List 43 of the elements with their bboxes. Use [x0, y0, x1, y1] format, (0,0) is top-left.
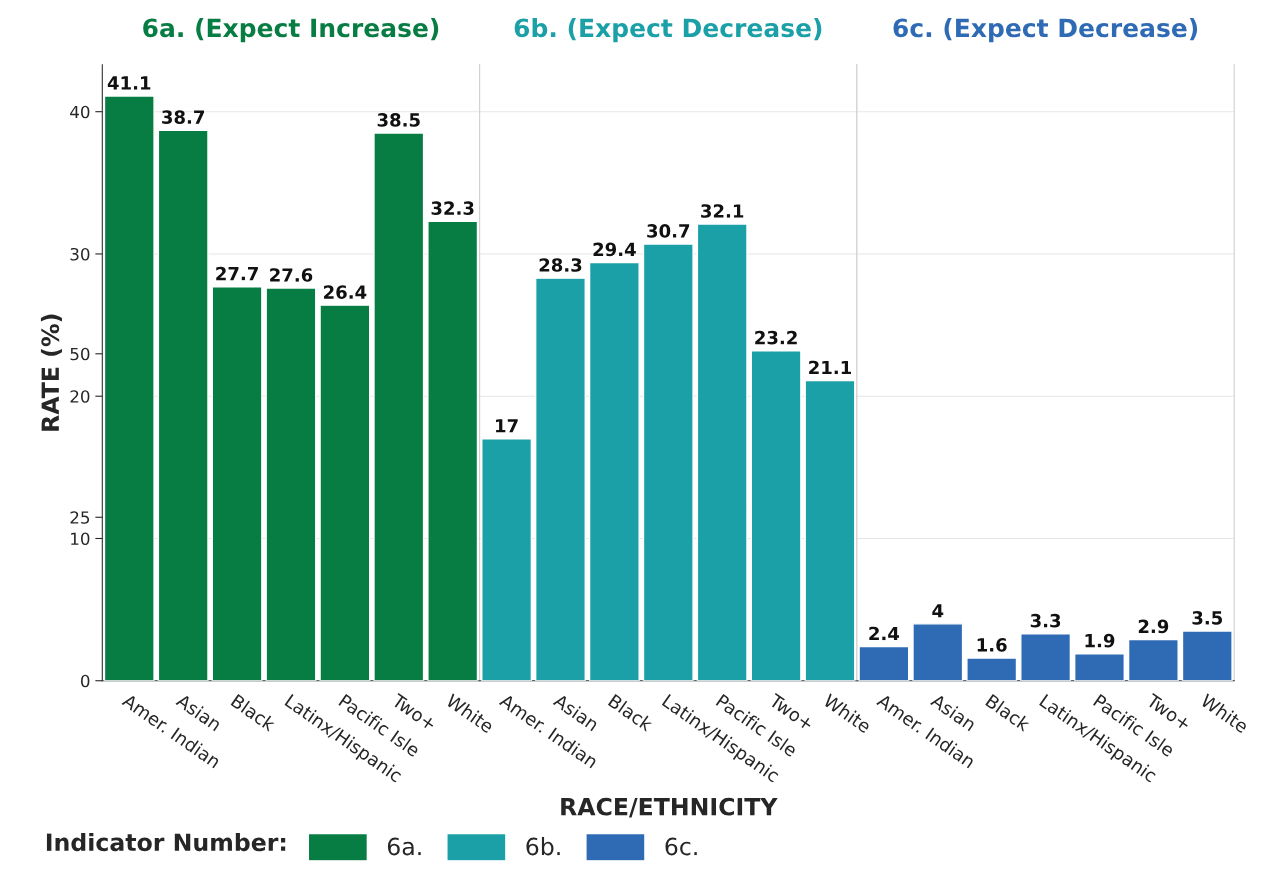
data-label: 32.3	[431, 201, 474, 215]
legend-label: 6a.	[387, 837, 421, 856]
data-label: 2.4	[869, 626, 900, 641]
y-tick-label: 20	[70, 390, 90, 403]
bar	[265, 287, 317, 681]
data-label: 4	[932, 604, 944, 618]
data-label: 3.5	[1192, 611, 1223, 625]
data-label: 28.3	[539, 258, 582, 272]
legend-title: Indicator Number:	[46, 832, 286, 852]
data-label: 30.7	[647, 224, 690, 238]
chart-title: 6c. (Expect Decrease)	[893, 18, 1198, 43]
y-tick-label: 40	[70, 105, 90, 119]
y2-tick-label: 25	[70, 511, 90, 524]
data-label: 21.1	[809, 360, 852, 375]
bar	[373, 132, 425, 681]
data-label: 32.1	[701, 204, 744, 218]
text: 6b.	[526, 837, 560, 856]
data-label: 27.7	[216, 266, 258, 281]
data-label: 38.5	[377, 113, 420, 127]
bar	[211, 285, 263, 681]
data-label: 23.2	[755, 330, 797, 345]
data-label: 26.4	[324, 285, 367, 299]
data-label: 3.3	[1030, 613, 1061, 628]
chart-title: 6a. (Expect Increase)	[143, 18, 439, 43]
y-tick-label: 10	[71, 532, 90, 546]
x-axis-title: RACE/ETHNICITY	[561, 797, 778, 818]
data-label: 41.1	[107, 76, 151, 90]
text: 6c.	[665, 837, 697, 856]
bar	[157, 129, 209, 681]
y-axis-title: RATE (%)	[40, 314, 62, 431]
data-label: 27.6	[270, 268, 313, 282]
data-label: 1.9	[1085, 633, 1115, 648]
bar	[103, 95, 155, 681]
data-label: 29.4	[593, 242, 636, 257]
y2-tick-label: 50	[70, 347, 90, 361]
y-tick-label: 0	[81, 674, 90, 688]
data-label: 17	[496, 419, 518, 433]
data-label: 2.9	[1138, 619, 1169, 634]
chart-title: 6b. (Expect Decrease)	[514, 17, 822, 43]
bar	[319, 304, 371, 681]
data-label: 38.7	[162, 110, 205, 124]
y-tick-label: 30	[70, 247, 90, 261]
data-label: 1.6	[977, 638, 1007, 652]
